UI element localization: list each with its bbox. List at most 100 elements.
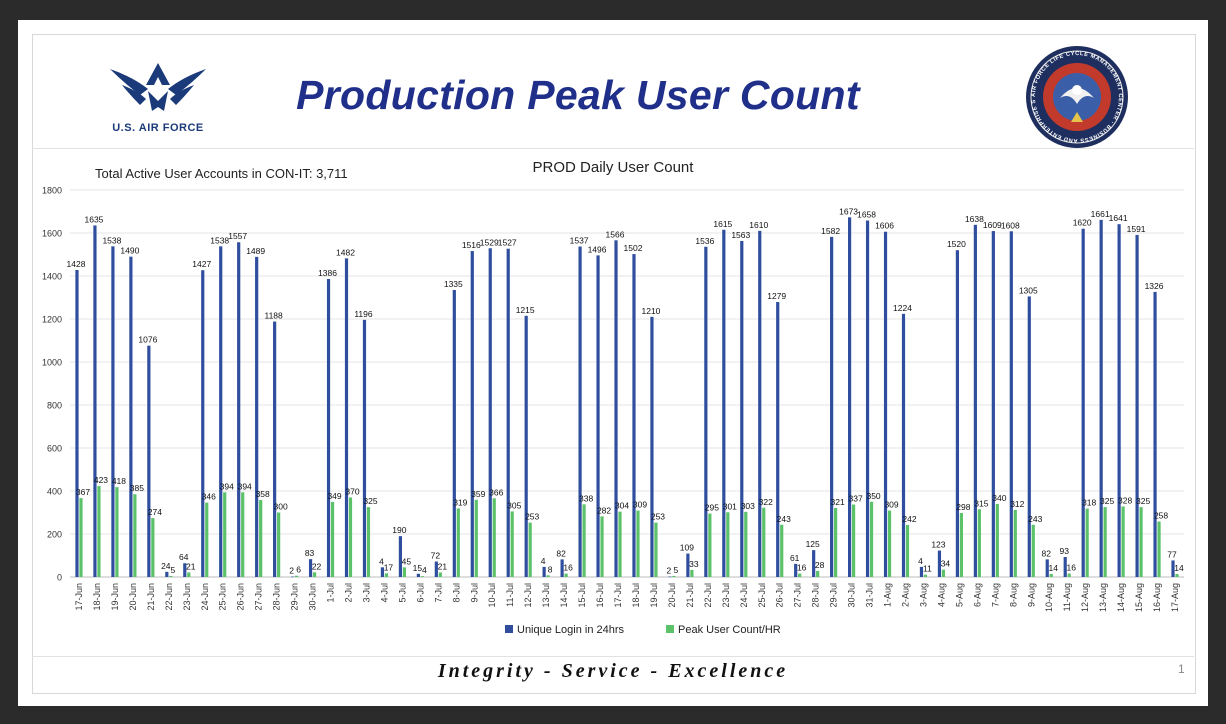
unique-login-data-label: 1215 — [516, 305, 535, 315]
chart-annotation: Total Active User Accounts in CON-IT: 3,… — [95, 166, 348, 181]
unique-login-data-label: 1496 — [588, 244, 607, 254]
peak-user-bar — [510, 511, 514, 577]
unique-login-bar — [830, 236, 834, 577]
unique-login-data-label: 1635 — [84, 214, 103, 224]
peak-user-bar — [923, 574, 928, 577]
peak-user-bar — [223, 492, 227, 577]
unique-login-data-label: 83 — [305, 548, 315, 558]
peak-user-bar — [330, 501, 335, 577]
peak-user-bar — [384, 573, 389, 577]
unique-login-data-label: 1076 — [138, 335, 157, 345]
unique-login-bar — [955, 250, 960, 577]
peak-user-data-label: 300 — [274, 502, 288, 512]
peak-user-data-label: 5 — [170, 565, 175, 575]
x-tick-label: 8-Jul — [451, 583, 461, 603]
peak-user-data-label: 340 — [992, 493, 1006, 503]
unique-login-bar — [1099, 219, 1103, 577]
unique-login-bar — [686, 553, 690, 577]
peak-user-bar — [348, 497, 353, 577]
x-tick-label: 30-Jun — [308, 583, 318, 611]
peak-user-data-label: 304 — [615, 501, 629, 511]
peak-user-data-label: 28 — [815, 560, 825, 570]
x-tick-label: 10-Jul — [487, 583, 497, 608]
unique-login-data-label: 64 — [179, 552, 189, 562]
unique-login-bar — [183, 563, 187, 577]
unique-login-data-label: 1608 — [1001, 220, 1020, 230]
unique-login-bar — [416, 573, 420, 577]
x-tick-label: 16-Aug — [1152, 583, 1162, 612]
x-tick-label: 20-Jul — [667, 583, 677, 608]
unique-login-bar — [776, 302, 780, 577]
peak-user-bar — [366, 507, 371, 577]
peak-user-bar — [187, 572, 191, 577]
unique-login-bar — [1171, 560, 1175, 577]
x-tick-label: 27-Jun — [254, 583, 264, 611]
peak-user-data-label: 258 — [1154, 511, 1168, 521]
unique-login-data-label: 1188 — [264, 311, 283, 321]
unique-login-bar — [434, 561, 438, 577]
peak-user-bar — [1121, 506, 1125, 577]
x-tick-label: 22-Jun — [164, 583, 174, 611]
peak-user-bar — [995, 503, 999, 577]
peak-user-bar — [97, 486, 101, 577]
unique-login-bar — [794, 563, 798, 577]
unique-login-data-label: 4 — [379, 556, 384, 566]
peak-user-data-label: 325 — [363, 496, 377, 506]
user-count-chart: PROD Daily User Count Total Active User A… — [42, 159, 1184, 636]
peak-user-data-label: 319 — [453, 497, 467, 507]
unique-login-data-label: 1490 — [120, 246, 139, 256]
unique-login-data-label: 1582 — [821, 226, 840, 236]
unique-login-data-label: 125 — [806, 539, 820, 549]
unique-login-bar — [596, 255, 600, 578]
peak-user-bar — [546, 575, 550, 577]
unique-login-bar — [219, 246, 223, 577]
unique-login-bar — [111, 246, 115, 577]
unique-login-bar — [75, 269, 79, 577]
y-tick-label: 1600 — [42, 229, 62, 239]
peak-user-data-label: 33 — [689, 559, 699, 569]
peak-user-data-label: 45 — [402, 556, 412, 566]
x-tick-label: 3-Jul — [361, 583, 371, 603]
peak-user-bar — [618, 511, 622, 577]
peak-user-bar — [1013, 509, 1017, 577]
peak-user-data-label: 6 — [296, 565, 301, 575]
unique-login-bar — [919, 566, 924, 577]
x-tick-label: 24-Jul — [739, 583, 749, 608]
peak-user-bar — [79, 498, 83, 577]
unique-login-data-label: 1610 — [749, 220, 768, 230]
x-tick-label: 7-Jul — [433, 583, 443, 603]
unique-login-bar — [812, 550, 816, 577]
unique-login-data-label: 123 — [931, 540, 945, 550]
peak-user-bar — [780, 524, 784, 577]
x-tick-label: 30-Jul — [847, 583, 857, 608]
unique-login-bar — [973, 224, 977, 577]
unique-login-bar — [865, 220, 870, 577]
peak-user-bar — [438, 572, 442, 577]
unique-login-data-label: 93 — [1059, 546, 1069, 556]
peak-user-data-label: 295 — [705, 503, 719, 513]
y-tick-label: 400 — [47, 487, 62, 497]
peak-user-bar — [312, 572, 317, 577]
unique-login-data-label: 1563 — [731, 230, 750, 240]
peak-user-bar — [241, 492, 245, 577]
x-tick-label: 18-Jul — [631, 583, 641, 608]
x-tick-label: 5-Jul — [397, 583, 407, 603]
y-tick-label: 200 — [47, 530, 62, 540]
x-tick-label: 6-Aug — [972, 583, 982, 607]
peak-user-bar — [1139, 507, 1143, 577]
x-tick-label: 10-Aug — [1044, 583, 1054, 612]
peak-user-bar — [690, 569, 694, 577]
unique-login-bar — [362, 319, 367, 577]
unique-login-data-label: 1641 — [1109, 213, 1128, 223]
peak-user-bar — [851, 504, 856, 577]
unique-login-bar — [1063, 557, 1067, 577]
chart-title: PROD Daily User Count — [533, 159, 695, 176]
unique-login-bar — [201, 270, 205, 577]
x-tick-label: 6-Jul — [415, 583, 425, 603]
y-tick-label: 1400 — [42, 272, 62, 282]
peak-user-bar — [492, 498, 496, 577]
peak-user-data-label: 394 — [220, 481, 234, 491]
unique-login-data-label: 4 — [918, 556, 923, 566]
peak-user-data-label: 325 — [1100, 496, 1114, 506]
peak-user-bar — [474, 499, 478, 577]
